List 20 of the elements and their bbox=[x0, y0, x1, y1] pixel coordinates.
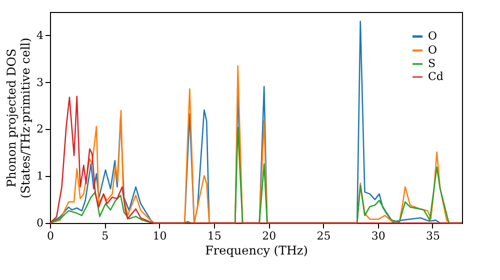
y-tick-label: 0 bbox=[36, 216, 44, 230]
x-tick-label: 15 bbox=[207, 230, 222, 242]
line-series bbox=[49, 96, 463, 224]
x-tick-label: 5 bbox=[102, 230, 109, 242]
y-tick-label: 1 bbox=[36, 170, 44, 183]
legend-label: O bbox=[428, 44, 438, 56]
y-tick-label: 2 bbox=[36, 122, 44, 136]
x-tick-label: 30 bbox=[371, 230, 386, 242]
x-axis-title: Frequency (THz) bbox=[205, 244, 308, 258]
legend-label: Cd bbox=[428, 70, 444, 83]
y-tick-label: 4 bbox=[36, 28, 44, 42]
legend-label: O bbox=[428, 30, 438, 42]
y-axis-title: Phonon projected DOS (States/THz·primitive cell) bbox=[4, 38, 32, 198]
x-tick-label: 25 bbox=[316, 230, 331, 242]
x-tick-label: 10 bbox=[152, 230, 167, 242]
x-tick-label: 0 bbox=[47, 230, 54, 242]
y-tick-label: 3 bbox=[36, 76, 44, 89]
x-tick-label: 20 bbox=[262, 230, 276, 242]
legend-label: S bbox=[428, 57, 436, 70]
x-tick-label: 35 bbox=[426, 230, 440, 242]
